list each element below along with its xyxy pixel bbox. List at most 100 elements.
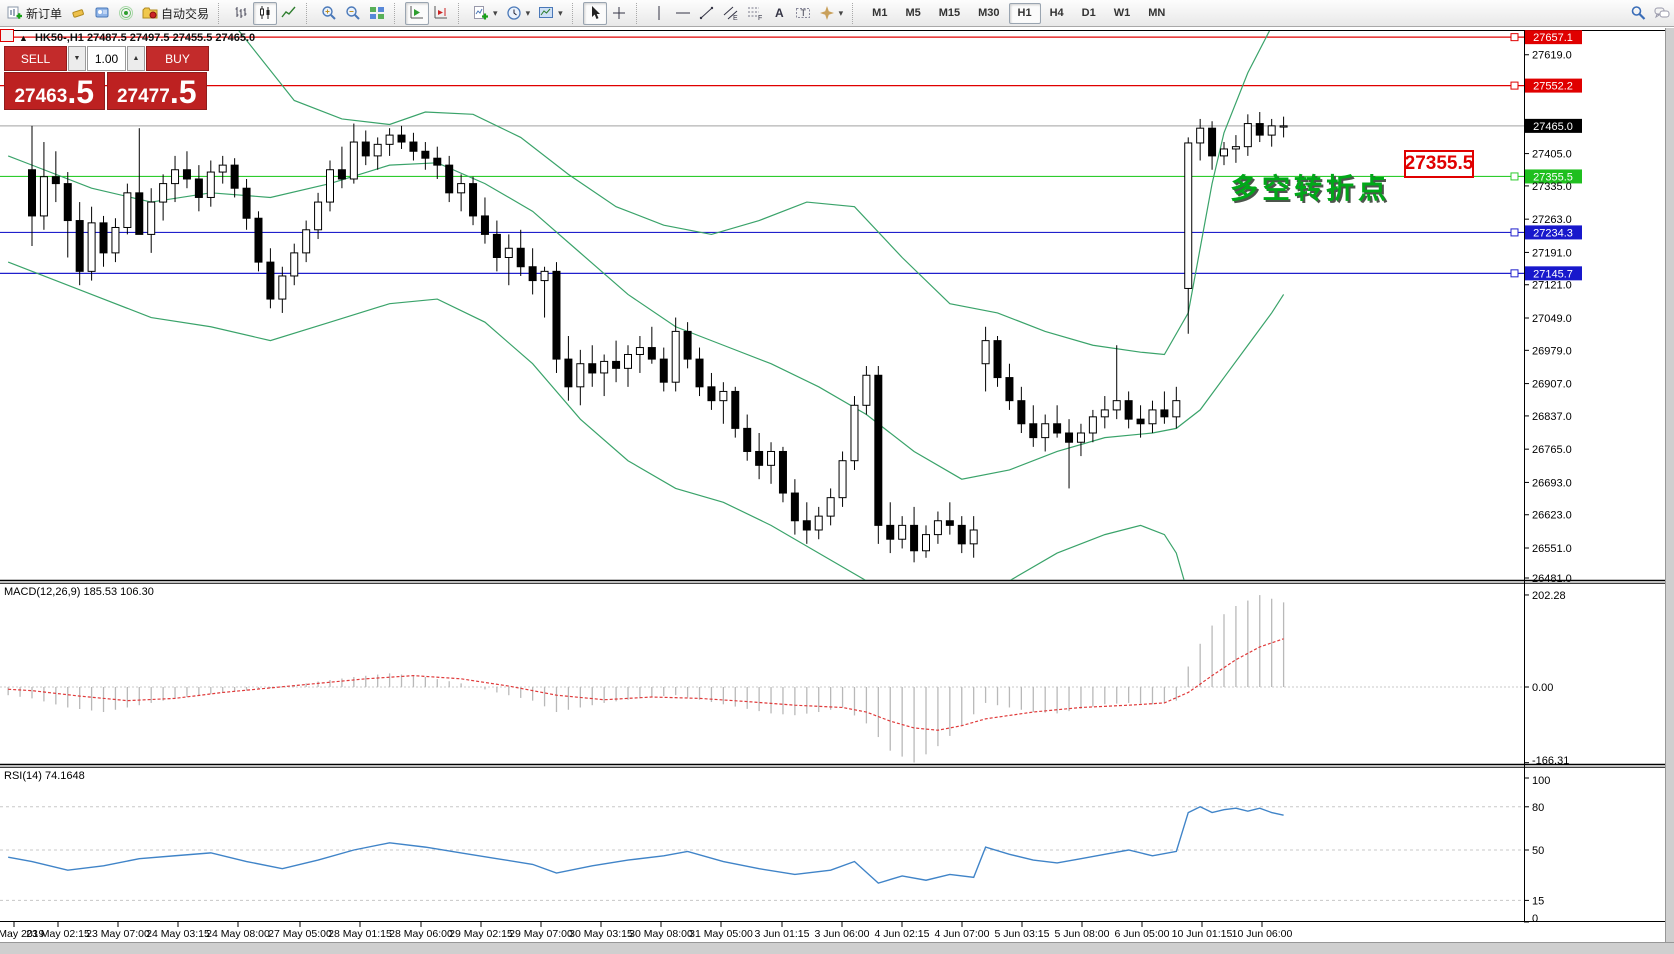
window-right-edge <box>1665 28 1674 954</box>
price-tick-label: 27263.0 <box>1532 214 1572 226</box>
buy-button[interactable]: BUY <box>146 46 209 71</box>
time-axis-label: 31 May 05:00 <box>689 928 753 940</box>
timeframe-W1[interactable]: W1 <box>1105 3 1140 24</box>
price-tick-label: 27619.0 <box>1532 50 1572 62</box>
toolbar-button-line-chart[interactable] <box>277 2 301 25</box>
time-axis-label: 23 May 07:00 <box>86 928 150 940</box>
toolbar-button-vline[interactable] <box>647 2 671 25</box>
chat-icon <box>1654 5 1670 21</box>
price-tick-label: 27049.0 <box>1532 313 1572 325</box>
toolbar-button-zoom-out[interactable] <box>341 2 365 25</box>
toolbar: 新订单 自动交易 ▾ ▾ ▾ E F A T ▾ M1 M5 M15 M30 H1 H4 D1 W1 MN <box>0 0 1674 27</box>
chart-shift-icon <box>433 5 449 21</box>
toolbar-button-candle-chart[interactable] <box>253 1 278 25</box>
toolbar-button-cursor[interactable] <box>582 1 607 25</box>
autotrade-icon <box>142 5 158 21</box>
timeframe-M5[interactable]: M5 <box>896 3 929 24</box>
price-marker-label: 27465.0 <box>1533 121 1573 133</box>
indicators-icon <box>473 5 489 21</box>
time-axis-label: 30 May 08:00 <box>629 928 693 940</box>
toolbar-button-hline[interactable] <box>671 2 695 25</box>
time-axis-label: 23 May 02:15 <box>26 928 90 940</box>
toolbar-button-label: 自动交易 <box>161 6 210 21</box>
toolbar-button-bar-chart[interactable] <box>229 2 253 25</box>
volume-increase-button[interactable]: ▲ <box>127 46 145 71</box>
price-tick-label: 27191.0 <box>1532 247 1572 259</box>
toolbar-button-trendline[interactable] <box>695 2 719 25</box>
macd-panel <box>0 595 1524 763</box>
timeframe-M15[interactable]: M15 <box>930 3 969 24</box>
price-axis[interactable]: 27657.1 27552.2 27465.0 27355.5 27234.3 27145… <box>1524 30 1582 925</box>
volume-decrease-button[interactable]: ▼ <box>68 46 86 71</box>
timeframe-D1[interactable]: D1 <box>1073 3 1105 24</box>
annotation-price-box: 27355.5 <box>1404 150 1474 178</box>
toolbar-button-text[interactable]: A <box>767 2 791 25</box>
toolbar-button-signal[interactable] <box>114 2 138 25</box>
buy-price-button[interactable]: 27477 .5 <box>106 72 207 111</box>
chart-title: ▲ HK50-,H1 27487.5 27497.5 27455.5 27465… <box>19 32 255 44</box>
timeframe-H4[interactable]: H4 <box>1041 3 1073 24</box>
price-marker-label: 27657.1 <box>1533 32 1573 44</box>
toolbar-button-chart-shift[interactable] <box>429 2 453 25</box>
volume-input[interactable] <box>87 46 126 71</box>
timeframe-H1[interactable]: H1 <box>1008 2 1041 24</box>
time-axis-label: 29 May 07:00 <box>509 928 573 940</box>
toolbar-separator <box>635 2 643 24</box>
collapse-arrow-icon[interactable]: ▲ <box>19 33 28 43</box>
svg-text:E: E <box>733 15 738 21</box>
toolbar-button-crosshair[interactable] <box>607 2 631 25</box>
time-axis-label: 28 May 06:00 <box>389 928 453 940</box>
toolbar-button-autotrade[interactable]: 自动交易 <box>138 2 213 25</box>
toolbar-button-shapes[interactable]: ▾ <box>815 2 848 25</box>
text-icon: A <box>771 5 787 21</box>
chart-symbol-period: HK50-,H1 <box>34 32 84 44</box>
rsi-axis-label: 50 <box>1532 845 1544 857</box>
price-tick-label: 27335.0 <box>1532 181 1572 193</box>
price-marker-label: 27355.5 <box>1533 171 1573 183</box>
price-tick-label: 27405.0 <box>1532 149 1572 161</box>
toolbar-button-indicators[interactable]: ▾ <box>469 2 502 25</box>
price-tick-label: 26979.0 <box>1532 345 1572 357</box>
toolbar-button-new-order[interactable]: 新订单 <box>3 2 66 25</box>
profile-icon <box>94 5 110 21</box>
price-tick-label: 26907.0 <box>1532 379 1572 391</box>
toolbar-button-eraser[interactable] <box>66 2 90 25</box>
timeframe-MN[interactable]: MN <box>1139 3 1174 24</box>
zoom-out-icon <box>345 5 361 21</box>
price-tick-label: 27121.0 <box>1532 280 1572 292</box>
crosshair-icon <box>611 5 627 21</box>
sell-price-button[interactable]: 27463 .5 <box>4 72 105 110</box>
toolbar-button-fibo[interactable]: F <box>743 2 767 25</box>
buy-price-frac: .5 <box>169 74 197 111</box>
timeframe-M30[interactable]: M30 <box>969 3 1008 24</box>
toolbar-button-channel[interactable]: E <box>719 2 743 25</box>
toolbar-button-search[interactable] <box>1626 2 1650 25</box>
sell-button[interactable]: SELL <box>4 46 67 71</box>
one-click-collapse-button[interactable] <box>0 29 14 42</box>
time-axis-label: 24 May 08:00 <box>206 928 270 940</box>
rsi-label: RSI(14) 74.1648 <box>4 770 85 782</box>
toolbar-button-template[interactable]: ▾ <box>534 2 567 25</box>
toolbar-button-clock[interactable]: ▾ <box>502 2 535 25</box>
toolbar-button-profile[interactable] <box>90 2 114 25</box>
toolbar-button-tile-windows[interactable] <box>365 2 389 25</box>
price-tick-label: 26837.0 <box>1532 411 1572 423</box>
toolbar-separator <box>458 2 465 24</box>
toolbar-button-auto-scroll[interactable] <box>405 1 430 25</box>
price-tick-label: 26623.0 <box>1532 510 1572 522</box>
auto-scroll-icon <box>409 5 425 21</box>
toolbar-button-label[interactable]: T <box>791 2 815 25</box>
time-axis-label: 29 May 02:15 <box>449 928 513 940</box>
toolbar-button-zoom-in[interactable] <box>317 2 341 25</box>
shapes-icon <box>819 5 835 21</box>
timeframe-M1[interactable]: M1 <box>863 3 896 24</box>
bollinger-middle-band <box>7 155 1285 480</box>
svg-text:F: F <box>758 15 762 21</box>
toolbar-button-chat[interactable] <box>1650 2 1674 25</box>
trendline-icon <box>699 5 715 21</box>
template-icon <box>538 5 554 21</box>
time-axis-label: 24 May 03:15 <box>146 928 210 940</box>
